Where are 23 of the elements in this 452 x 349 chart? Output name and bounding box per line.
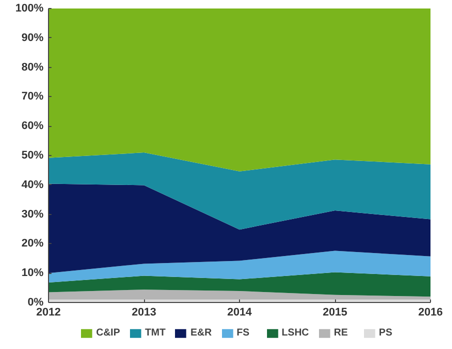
legend-label: FS	[236, 328, 250, 338]
y-tick-label: 90%	[21, 32, 44, 44]
x-tick-label: 2013	[132, 306, 156, 318]
legend-label: E&R	[190, 328, 212, 338]
y-tick-label: 10%	[21, 267, 44, 280]
y-tick-label: 50%	[21, 150, 44, 162]
y-tick-label: 30%	[21, 208, 44, 220]
legend-label: RE	[334, 328, 349, 338]
legend-label: C&IP	[96, 328, 120, 338]
y-tick-label: 70%	[21, 90, 44, 103]
y-tick-label: 0%	[28, 296, 44, 308]
x-tick-label: 2014	[227, 306, 253, 318]
legend-label: TMT	[145, 328, 166, 338]
legend-label: LSHC	[282, 328, 309, 338]
y-tick-label: 60%	[21, 120, 44, 132]
y-tick-label: 20%	[21, 238, 44, 250]
x-tick-label: 2015	[322, 306, 348, 318]
legend-label: PS	[378, 328, 394, 338]
x-tick-label: 2012	[36, 306, 61, 318]
x-tick-label: 2016	[418, 306, 443, 318]
y-tick-label: 100%	[15, 2, 44, 14]
y-tick-label: 40%	[21, 178, 44, 191]
y-tick-label: 80%	[21, 61, 44, 74]
